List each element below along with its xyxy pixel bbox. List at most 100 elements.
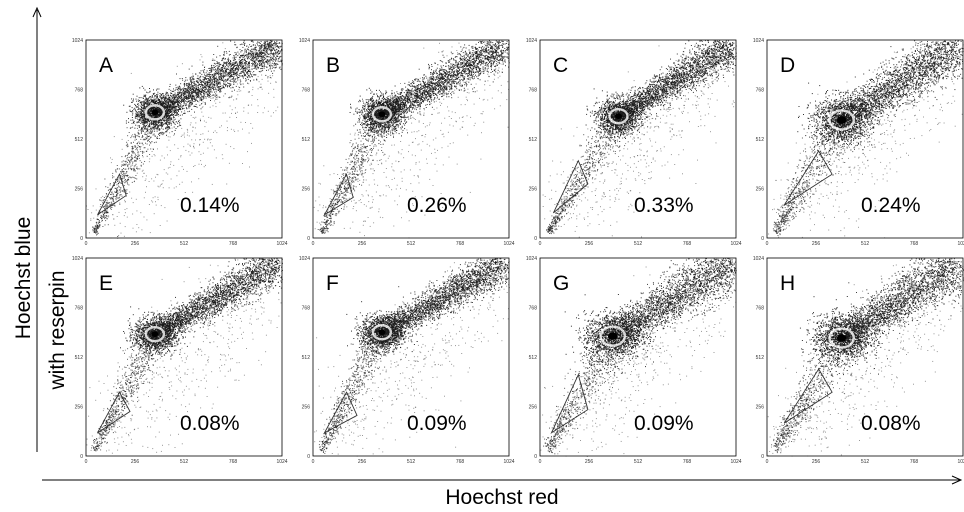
event-dot xyxy=(277,56,278,57)
event-dot xyxy=(214,74,215,75)
event-dot xyxy=(262,56,263,57)
event-dot xyxy=(275,45,276,46)
event-dot xyxy=(157,138,158,139)
event-dot xyxy=(224,51,225,52)
event-dot xyxy=(282,63,283,64)
event-dot xyxy=(185,80,186,81)
event-dot xyxy=(230,76,231,77)
event-dot xyxy=(244,73,245,74)
event-dot xyxy=(279,61,280,62)
event-dot xyxy=(239,73,240,74)
event-dot xyxy=(257,64,258,65)
event-dot xyxy=(236,47,237,48)
event-dot xyxy=(166,92,167,93)
event-dot xyxy=(231,66,232,67)
event-dot xyxy=(180,109,181,110)
event-dot xyxy=(199,81,200,82)
event-dot xyxy=(256,52,257,53)
event-dot xyxy=(242,63,243,64)
event-dot xyxy=(229,63,230,64)
event-dot xyxy=(228,67,229,68)
event-dot xyxy=(253,71,254,72)
event-dot xyxy=(142,122,143,123)
event-dot xyxy=(208,76,209,77)
event-dot xyxy=(272,58,273,59)
event-dot xyxy=(149,96,150,97)
event-dot xyxy=(182,94,183,95)
event-dot xyxy=(275,61,276,62)
event-dot xyxy=(209,75,210,76)
event-dot xyxy=(157,127,158,128)
event-dot xyxy=(186,107,187,108)
event-dot xyxy=(180,118,181,119)
event-dot xyxy=(280,69,281,70)
event-dot xyxy=(189,69,190,70)
event-dot xyxy=(149,97,150,98)
event-dot xyxy=(167,102,168,103)
event-dot xyxy=(169,128,170,129)
event-dot xyxy=(175,99,176,100)
event-dot xyxy=(217,90,218,91)
event-dot xyxy=(193,83,194,84)
event-dot xyxy=(211,69,212,70)
event-dot xyxy=(163,94,164,95)
event-dot xyxy=(164,121,165,122)
event-dot xyxy=(226,69,227,70)
event-dot xyxy=(271,71,272,72)
event-dot xyxy=(159,101,160,102)
event-dot xyxy=(210,85,211,86)
event-dot xyxy=(209,97,210,98)
event-dot xyxy=(155,108,156,109)
event-dot xyxy=(166,103,167,104)
event-dot xyxy=(184,102,185,103)
event-dot xyxy=(213,60,214,61)
event-dot xyxy=(196,81,197,82)
event-dot xyxy=(267,61,268,62)
event-dot xyxy=(218,82,219,83)
event-dot xyxy=(138,100,139,101)
event-dot xyxy=(258,46,259,47)
event-dot xyxy=(170,104,171,105)
event-dot xyxy=(177,113,178,114)
event-dot xyxy=(193,85,194,86)
event-dot xyxy=(261,60,262,61)
event-dot xyxy=(253,56,254,57)
event-dot xyxy=(126,123,127,124)
event-dot xyxy=(239,87,240,88)
event-dot xyxy=(162,118,163,119)
event-dot xyxy=(270,42,271,43)
event-dot xyxy=(186,83,187,84)
event-dot xyxy=(190,105,191,106)
event-dot xyxy=(263,50,264,51)
event-dot xyxy=(259,63,260,64)
event-dot xyxy=(188,105,189,106)
event-dot xyxy=(261,68,262,69)
event-dot xyxy=(186,103,187,104)
event-dot xyxy=(166,120,167,121)
event-dot xyxy=(273,67,274,68)
event-dot xyxy=(242,61,243,62)
event-dot xyxy=(192,96,193,97)
event-dot xyxy=(147,100,148,101)
event-dot xyxy=(213,87,214,88)
event-dot xyxy=(256,69,257,70)
event-dot xyxy=(276,53,277,54)
event-dot xyxy=(177,110,178,111)
event-dot xyxy=(233,81,234,82)
event-dot xyxy=(200,88,201,89)
event-dot xyxy=(252,76,253,77)
event-dot xyxy=(232,65,233,66)
event-dot xyxy=(214,81,215,82)
event-dot xyxy=(154,101,155,102)
event-dot xyxy=(275,54,276,55)
event-dot xyxy=(253,80,254,81)
event-dot xyxy=(281,50,282,51)
event-dot xyxy=(225,66,226,67)
event-dot xyxy=(247,55,248,56)
event-dot xyxy=(195,89,196,90)
event-dot xyxy=(216,97,217,98)
event-dot xyxy=(266,62,267,63)
event-dot xyxy=(224,68,225,69)
event-dot xyxy=(199,72,200,73)
event-dot xyxy=(209,74,210,75)
